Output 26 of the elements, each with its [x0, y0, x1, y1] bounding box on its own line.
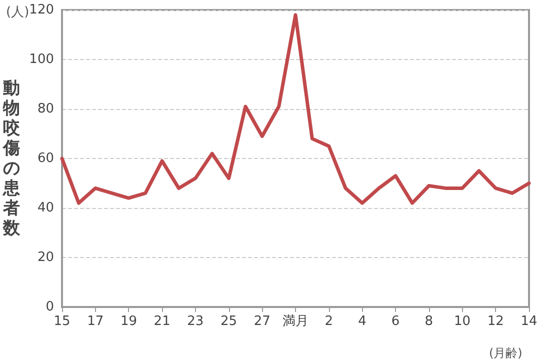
y-tick-label: 100 [29, 52, 54, 67]
x-tick-label: 21 [154, 314, 170, 329]
x-tick-label: 10 [454, 314, 471, 329]
x-tick-label: 27 [254, 314, 270, 329]
text: (人) [6, 5, 30, 20]
x-tick-label: 23 [187, 314, 204, 329]
y-tick-label: 120 [29, 2, 54, 18]
x-tick-label: 14 [520, 314, 538, 329]
x-axis-title: (月齢) [489, 346, 522, 359]
y-axis-title: 動物咬傷の患者数 [2, 78, 21, 238]
x-tick-label: 8 [424, 314, 434, 329]
x-tick-label: 12 [487, 314, 504, 329]
y-tick-label: 20 [37, 250, 54, 265]
y-tick-label: 60 [37, 151, 54, 166]
x-tick-label: 4 [358, 314, 366, 329]
y-tick-label: 40 [37, 200, 54, 216]
x-tick-label: 2 [324, 314, 333, 329]
x-tick-label: 6 [391, 314, 400, 329]
x-tick-label: 満月 [282, 314, 308, 329]
x-tick-label: 15 [54, 314, 70, 329]
x-tick-label: 17 [87, 314, 104, 329]
line-series [60, 13, 531, 205]
x-tick-label: 25 [220, 314, 238, 329]
x-tick-label: 19 [120, 314, 137, 329]
y-tick-label: 0 [46, 300, 54, 314]
y-tick-label: 80 [37, 102, 54, 116]
